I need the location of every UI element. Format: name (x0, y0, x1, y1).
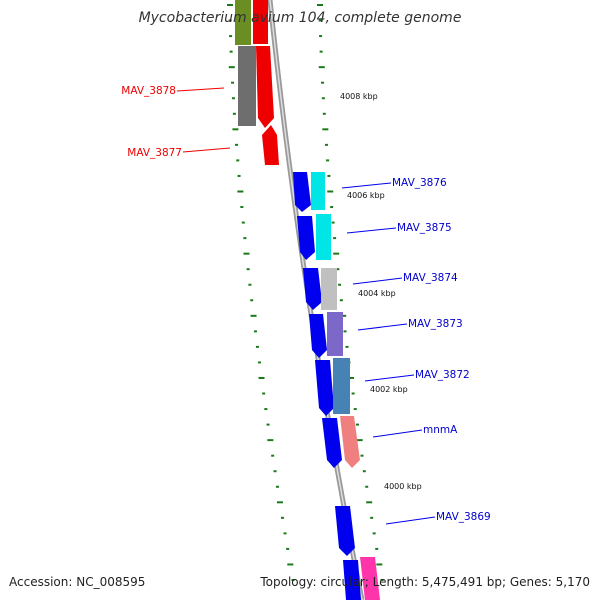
gene-label[interactable]: MAV_3877 (127, 147, 182, 159)
cog-block-gray (238, 46, 256, 126)
leader-line (364, 374, 415, 382)
gene-labels: MAV_3878 MAV_3877 MAV_3876 MAV_3875 MAV_… (121, 85, 490, 523)
gene-arrow-forward[interactable] (335, 506, 355, 556)
gene-arrow-forward[interactable] (309, 314, 327, 358)
leader-line (357, 323, 408, 331)
gene-label[interactable]: mnmA (423, 424, 458, 436)
gene-arrow-forward[interactable] (322, 418, 342, 468)
outer-tick-ring (317, 4, 384, 581)
gene-label[interactable]: MAV_3872 (415, 369, 470, 381)
cog-block-salmon (340, 416, 360, 468)
gene-arrow-reverse[interactable] (262, 125, 279, 165)
leader-line (176, 87, 225, 92)
inner-tick-ring (227, 4, 295, 581)
cog-lane-right (311, 172, 380, 600)
forward-genes (293, 172, 361, 600)
cog-lane-left (235, 0, 256, 126)
tick-label: 4002 kbp (370, 385, 408, 394)
reverse-genes (253, 0, 279, 165)
leader-line (352, 277, 403, 285)
gene-arrow-forward[interactable] (293, 172, 311, 212)
cog-block-violet (327, 312, 343, 356)
cog-block-pink (360, 557, 380, 600)
gene-label[interactable]: MAV_3876 (392, 177, 447, 189)
gene-label[interactable]: MAV_3869 (436, 511, 491, 523)
gene-arrow-reverse[interactable] (253, 0, 268, 44)
cog-block-cyan (311, 172, 325, 210)
gene-label[interactable]: MAV_3873 (408, 318, 463, 330)
kbp-tick-labels: 4008 kbp 4006 kbp 4004 kbp 4002 kbp 4000… (340, 92, 422, 491)
leader-line (341, 182, 392, 189)
gene-label[interactable]: MAV_3874 (403, 272, 458, 284)
tick-label: 4000 kbp (384, 482, 422, 491)
leader-lines (176, 87, 436, 525)
tick-label: 4006 kbp (347, 191, 385, 200)
tick-label: 4004 kbp (358, 289, 396, 298)
page-title: Mycobacterium avium 104, complete genome (138, 10, 462, 26)
gene-label[interactable]: MAV_3878 (121, 85, 176, 97)
cog-block-cyan (316, 214, 331, 260)
gene-arrow-forward[interactable] (315, 360, 334, 416)
accession-text: Accession: NC_008595 (9, 575, 146, 589)
gene-arrow-reverse[interactable] (256, 46, 274, 128)
gene-arrow-forward[interactable] (297, 216, 315, 260)
genome-summary-text: Topology: circular; Length: 5,475,491 bp… (260, 575, 590, 589)
tick-label: 4008 kbp (340, 92, 378, 101)
cog-block-olive (235, 0, 251, 45)
gene-label[interactable]: MAV_3875 (397, 222, 452, 234)
gene-arrow-forward[interactable] (303, 268, 322, 310)
gene-arrow-forward[interactable] (343, 560, 361, 600)
leader-line (385, 516, 436, 525)
leader-line (182, 147, 231, 153)
leader-line (372, 429, 423, 438)
cog-block-silver (321, 268, 337, 310)
cog-block-steelblue (333, 358, 350, 414)
leader-line (346, 227, 397, 234)
